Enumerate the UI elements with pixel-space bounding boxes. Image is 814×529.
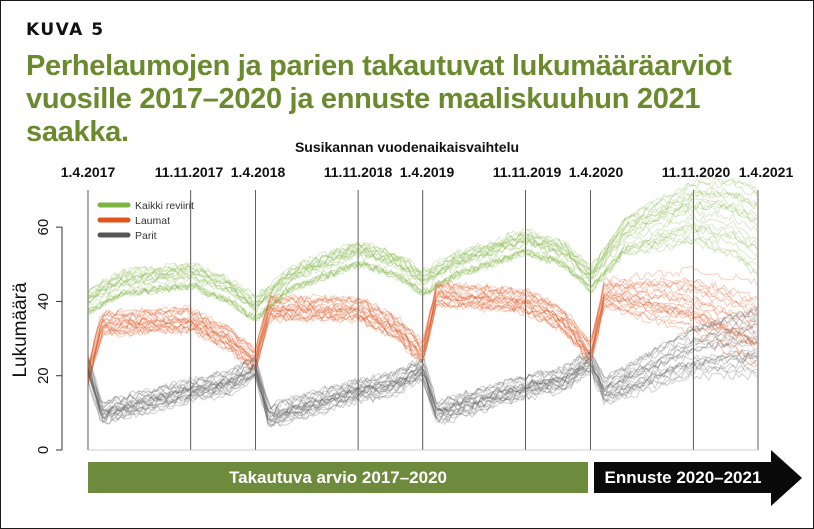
series-line-laumat xyxy=(87,301,758,383)
series-line-laumat xyxy=(87,290,758,380)
legend-label: Laumat xyxy=(135,215,170,227)
series-line-parit xyxy=(87,348,758,418)
series-line-kaikki-reviirit xyxy=(87,235,758,320)
date-label: 11.11.2018 xyxy=(323,164,393,180)
series-line-parit xyxy=(87,314,758,411)
series-line-laumat xyxy=(87,293,758,380)
series-line-parit xyxy=(87,355,758,427)
series-line-laumat xyxy=(87,286,758,376)
series-line-kaikki-reviirit xyxy=(87,220,758,321)
series-line-laumat xyxy=(87,298,758,381)
series-line-kaikki-reviirit xyxy=(87,206,758,315)
series-line-kaikki-reviirit xyxy=(87,198,758,306)
series-line-laumat xyxy=(87,288,758,379)
series-line-laumat xyxy=(87,288,758,374)
series-line-kaikki-reviirit xyxy=(87,200,758,312)
series-line-parit xyxy=(87,359,758,422)
date-label: 1.4.2018 xyxy=(230,164,286,180)
series-line-kaikki-reviirit xyxy=(87,189,758,304)
series-line-parit xyxy=(87,306,758,410)
series-line-laumat xyxy=(87,280,758,367)
date-label: 1.4.2019 xyxy=(399,164,455,180)
series-line-kaikki-reviirit xyxy=(87,224,758,319)
series-line-kaikki-reviirit xyxy=(87,229,758,321)
y-tick-label: 0 xyxy=(35,446,52,454)
series-line-parit xyxy=(87,328,758,421)
legend-label: Kaikki reviirit xyxy=(135,200,194,212)
series-line-laumat xyxy=(87,290,758,376)
series-line-laumat xyxy=(87,277,758,367)
series-line-parit xyxy=(87,308,758,410)
series-line-laumat xyxy=(87,292,758,381)
series-line-parit xyxy=(87,335,758,415)
series-line-parit xyxy=(87,323,758,416)
series-line-laumat xyxy=(87,291,758,374)
figure-label: KUVA 5 xyxy=(26,20,105,40)
y-tick-label: 20 xyxy=(35,367,52,384)
series-line-laumat xyxy=(87,278,758,371)
arrow-right-icon xyxy=(771,450,802,506)
series-line-kaikki-reviirit xyxy=(87,188,758,307)
series-line-laumat xyxy=(87,283,758,371)
series-line-parit xyxy=(87,365,757,428)
series-line-kaikki-reviirit xyxy=(87,180,758,299)
series-line-parit xyxy=(87,322,758,416)
series-line-kaikki-reviirit xyxy=(87,224,758,318)
date-label: 1.4.2021 xyxy=(738,164,794,180)
series-line-parit xyxy=(87,337,758,417)
series-line-laumat xyxy=(87,295,758,379)
series-line-parit xyxy=(87,370,758,429)
series-line-parit xyxy=(87,352,758,424)
forecast-bar: Ennuste 2020–2021 xyxy=(594,462,772,493)
series-line-parit xyxy=(87,309,758,409)
series-line-kaikki-reviirit xyxy=(87,176,758,298)
series-line-laumat xyxy=(87,281,758,364)
series-line-kaikki-reviirit xyxy=(87,239,758,322)
date-label: 11.11.2017 xyxy=(154,164,224,180)
date-label: 1.4.2017 xyxy=(60,164,116,180)
legend-label: Parit xyxy=(135,230,157,242)
series-line-kaikki-reviirit xyxy=(87,222,758,322)
series-line-kaikki-reviirit xyxy=(87,201,758,310)
series-line-kaikki-reviirit xyxy=(87,198,758,303)
series-line-laumat xyxy=(87,299,758,385)
series-line-laumat xyxy=(87,298,758,381)
series-line-parit xyxy=(87,354,758,424)
series-line-kaikki-reviirit xyxy=(87,187,758,301)
series-line-kaikki-reviirit xyxy=(87,190,758,307)
series-line-laumat xyxy=(87,301,758,384)
date-label: 11.11.2019 xyxy=(492,164,562,180)
series-line-parit xyxy=(87,352,758,427)
y-tick-label: 40 xyxy=(35,293,52,310)
series-line-parit xyxy=(87,350,758,422)
past-estimate-bar: Takautuva arvio 2017–2020 xyxy=(88,462,588,493)
series-line-kaikki-reviirit xyxy=(87,214,758,315)
series-line-parit xyxy=(87,336,758,419)
y-axis-label: Lukumäärä xyxy=(10,282,31,377)
series-line-laumat xyxy=(87,301,758,385)
series-line-laumat xyxy=(87,265,758,369)
series-line-kaikki-reviirit xyxy=(87,237,758,322)
figure-title: Perhelaumojen ja parien takautuvat lukum… xyxy=(26,50,732,148)
series-line-parit xyxy=(87,363,758,424)
y-tick-label: 60 xyxy=(35,219,52,236)
series-line-laumat xyxy=(87,294,758,382)
series-line-parit xyxy=(87,331,758,418)
series-line-kaikki-reviirit xyxy=(87,176,758,298)
series-line-kaikki-reviirit xyxy=(87,205,758,306)
series-line-parit xyxy=(87,318,758,415)
date-label: 1.4.2020 xyxy=(568,164,624,180)
date-label: 11.11.2020 xyxy=(661,164,731,180)
season-header: Susikannan vuodenaikaisvaihtelu xyxy=(294,139,520,155)
